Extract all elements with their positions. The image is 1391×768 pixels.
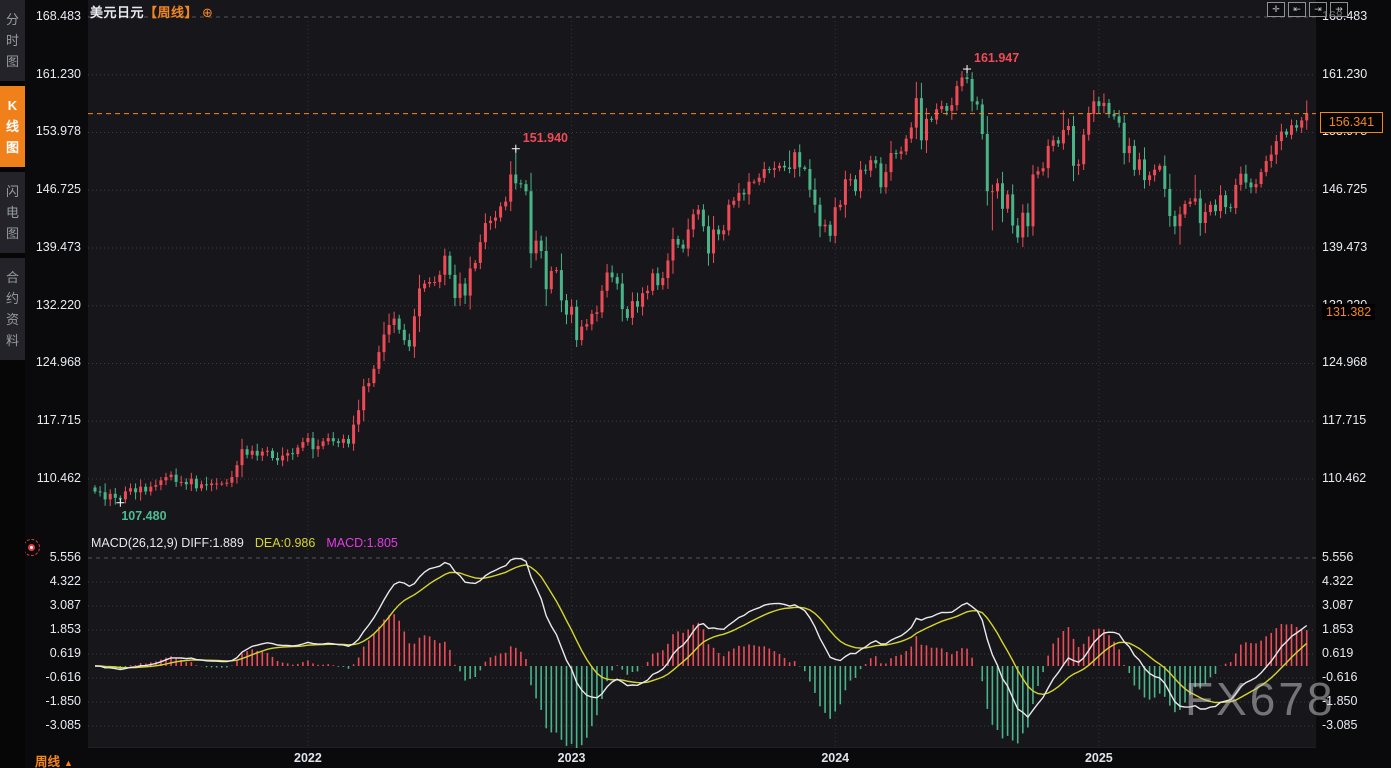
axis-tick-label: 146.725 [35,182,81,197]
axis-tick-label: -3.085 [1322,717,1358,732]
add-indicator-icon[interactable]: ⊕ [202,5,214,20]
axis-tick-label: 4.322 [1322,573,1354,588]
axis-tick-label: 0.619 [49,645,81,660]
axis-tick-label: 161.230 [1322,66,1368,81]
axis-tick-label: 5.556 [49,549,81,564]
pan-tool-icon[interactable]: ✛ [1267,2,1285,17]
pan-right-icon[interactable]: ⇸ [1330,2,1348,17]
axis-tick-label: -3.085 [45,717,81,732]
axis-tick-label: 0.619 [1322,645,1354,660]
axis-tick-label: -0.616 [1322,669,1358,684]
axis-tick-label: 168.483 [35,9,81,23]
macd-panel-series [94,557,1308,748]
period-label: 周线 [35,755,61,768]
price-extreme-annotation: 107.480 [121,508,167,523]
macd-params-label: MACD(26,12,9) DIFF:1.889 [91,536,244,550]
sidebar-tab-active[interactable]: K 线 图 [0,86,25,167]
chevron-up-icon: ▲ [64,758,73,768]
indicator-alert-icon [23,539,40,556]
axis-tick-label: -1.850 [1322,693,1358,708]
price-extreme-annotation: 161.947 [974,51,1020,66]
axis-tick-label: 1.853 [49,621,81,636]
symbol-name: 美元日元 [90,5,145,20]
x-axis-year-label: 2022 [294,751,322,765]
candlestick-macd-canvas[interactable] [25,0,1391,768]
macd-indicator-header: MACD(26,12,9) DIFF:1.889 DEA:0.986 MACD:1.… [91,536,409,550]
axis-tick-label: 1.853 [1322,621,1354,636]
axis-tick-label: 110.462 [36,471,81,485]
chart-type-sidebar: 分 时 图 K 线 图闪 电 图合 约 资 料 [0,0,25,768]
chart-toolbar: ✛ ⇤ ⇥ ⇸ [1267,2,1348,17]
axis-tick-label: 132.220 [35,297,81,312]
x-axis-year-label: 2024 [821,751,850,765]
period-selector[interactable]: 周线 ▲ [35,751,73,768]
scale-left-icon[interactable]: ⇤ [1288,2,1306,17]
axis-tick-label: 153.978 [35,124,81,139]
axis-tick-label: 3.087 [49,597,81,612]
plot-background [88,0,1316,748]
period-name: 【周线】 [144,5,199,20]
axis-tick-label: 117.715 [1322,413,1367,428]
x-axis-year-label: 2025 [1084,751,1113,765]
axis-tick-label: 124.968 [35,355,81,370]
secondary-price-tag: 131.382 [1322,304,1376,321]
time-axis-bar: 周线 ▲ 2022 2023 2024 2025 [25,748,1391,768]
axis-tick-label: 139.473 [1322,239,1368,254]
axis-tick-label: -1.850 [45,693,81,708]
axis-tick-label: 117.715 [36,413,81,428]
sidebar-tab-inactive[interactable]: 闪 电 图 [0,172,25,253]
current-price-tag: 156.341 [1320,111,1383,133]
axis-tick-label: 5.556 [1322,549,1354,564]
axis-tick-label: 124.968 [1322,355,1368,370]
x-axis-year-label: 2023 [557,751,586,765]
axis-tick-label: 146.725 [1322,182,1368,197]
sidebar-tab-inactive[interactable]: 合 约 资 料 [0,258,25,360]
scale-right-icon[interactable]: ⇥ [1309,2,1327,17]
macd-value-label: MACD:1.805 [326,536,398,550]
chart-main-area: 美元日元【周线】⊕ ✛⇤⇥⇸ 168.483168.483161.230161.… [23,0,1391,768]
axis-tick-label: 139.473 [35,239,81,254]
axis-tick-label: 161.230 [35,66,81,81]
candlestick-series [93,69,1309,507]
chart-title: 美元日元【周线】 ⊕ [90,2,213,21]
axis-tick-label: -0.616 [45,669,81,684]
sidebar-tab-inactive[interactable]: 分 时 图 [0,0,25,81]
fx678-watermark: FX678 [1185,673,1336,725]
axis-tick-label: 3.087 [1322,597,1354,612]
axis-tick-label: 4.322 [49,573,81,588]
macd-dea-label: DEA:0.986 [254,536,316,550]
axis-tick-label: 110.462 [1322,471,1367,485]
price-extreme-annotation: 151.940 [522,130,568,145]
